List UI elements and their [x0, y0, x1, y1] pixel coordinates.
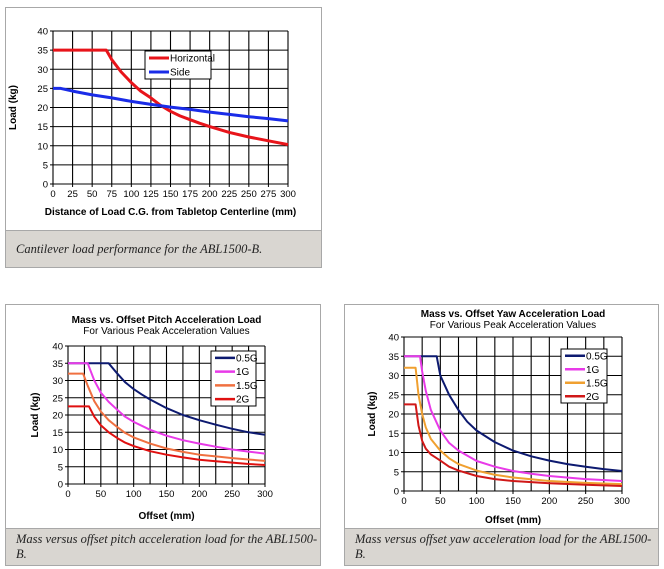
y-tick-label: 20	[52, 411, 63, 422]
x-tick-label: 100	[469, 496, 485, 507]
x-tick-label: 225	[221, 189, 237, 200]
x-tick-label: 0	[50, 189, 55, 200]
x-axis-label: Distance of Load C.G. from Tabletop Cent…	[45, 207, 297, 218]
y-tick-label: 10	[388, 448, 399, 459]
y-tick-label: 0	[58, 480, 63, 491]
chart-subtitle: For Various Peak Acceleration Values	[430, 320, 596, 331]
series-line-horizontal	[53, 48, 289, 147]
y-axis-label: Load (kg)	[367, 392, 378, 437]
y-tick-label: 30	[388, 371, 399, 382]
x-tick-label: 125	[143, 189, 159, 200]
y-tick-label: 5	[58, 462, 63, 473]
legend-label: Horizontal	[170, 54, 215, 65]
chart-title: Mass vs. Offset Yaw Acceleration Load	[421, 309, 606, 320]
y-axis-label: Load (kg)	[30, 393, 41, 438]
x-tick-label: 275	[260, 189, 276, 200]
y-tick-label: 0	[394, 487, 399, 498]
y-tick-label: 5	[43, 160, 48, 171]
legend-label: 1.5G	[236, 381, 258, 392]
x-tick-label: 0	[401, 496, 406, 507]
legend-box	[144, 50, 212, 80]
chart-title: Mass vs. Offset Pitch Acceleration Load	[72, 315, 262, 326]
y-tick-label: 10	[37, 141, 48, 152]
y-tick-label: 25	[52, 393, 63, 404]
series-line-1g	[68, 362, 266, 455]
x-tick-label: 150	[163, 189, 179, 200]
y-tick-label: 20	[388, 410, 399, 421]
legend-label: 2G	[236, 395, 250, 406]
x-tick-label: 300	[257, 489, 273, 500]
x-tick-label: 300	[280, 189, 296, 200]
pitch-chart: Mass vs. Offset Pitch Acceleration LoadF…	[30, 315, 273, 522]
x-tick-label: 200	[541, 496, 557, 507]
x-axis-label: Offset (mm)	[485, 515, 541, 526]
legend-label: 1G	[586, 365, 600, 376]
x-tick-label: 250	[578, 496, 594, 507]
x-tick-label: 150	[159, 489, 175, 500]
x-tick-label: 50	[96, 489, 107, 500]
x-tick-label: 250	[224, 489, 240, 500]
series-line-1g	[404, 355, 623, 482]
x-tick-label: 150	[505, 496, 521, 507]
x-axis-label: Offset (mm)	[138, 511, 194, 522]
cantilever-chart: 0 5 10 15 20 25 30 35 40 0 25 50 75 100 125 150 175 200 22…	[8, 27, 297, 219]
y-tick-label: 25	[388, 390, 399, 401]
series-line-2g	[404, 403, 623, 487]
series-line-1-5g	[404, 366, 623, 486]
y-tick-label: 40	[388, 333, 399, 344]
x-tick-label: 175	[182, 189, 198, 200]
series-line-side	[53, 86, 289, 123]
y-tick-label: 25	[37, 84, 48, 95]
y-tick-label: 35	[388, 352, 399, 363]
yaw-chart-caption: Mass versus offset yaw acceleration load…	[345, 528, 658, 565]
cantilever-chart-panel: 0 5 10 15 20 25 30 35 40 0 25 50 75 100 125 150 175 200 22…	[5, 7, 322, 268]
x-tick-label: 200	[191, 489, 207, 500]
x-tick-label: 250	[241, 189, 257, 200]
y-tick-label: 40	[37, 27, 48, 38]
cantilever-chart-caption: Cantilever load performance for the ABL1…	[6, 230, 321, 267]
legend-box	[210, 350, 257, 407]
y-tick-label: 35	[37, 46, 48, 57]
y-tick-label: 20	[37, 103, 48, 114]
y-tick-label: 15	[37, 122, 48, 133]
y-tick-label: 30	[52, 376, 63, 387]
y-tick-label: 15	[52, 428, 63, 439]
chart-subtitle: For Various Peak Acceleration Values	[83, 326, 249, 337]
legend-label: Side	[170, 68, 190, 79]
y-tick-label: 30	[37, 65, 48, 76]
y-axis-label: Load (kg)	[8, 85, 19, 130]
legend-label: 1.5G	[586, 378, 608, 389]
pitch-chart-panel: Mass vs. Offset Pitch Acceleration Load F…	[5, 304, 321, 566]
x-tick-label: 25	[67, 189, 78, 200]
x-tick-label: 200	[202, 189, 218, 200]
x-tick-label: 100	[123, 189, 139, 200]
pitch-chart-caption: Mass versus offset pitch acceleration lo…	[6, 528, 320, 565]
yaw-chart: Mass vs. Offset Yaw Acceleration LoadFor…	[367, 309, 630, 526]
series-line-2g	[68, 405, 266, 466]
legend-label: 0.5G	[236, 353, 258, 364]
legend-label: 2G	[586, 392, 600, 403]
legend-label: 0.5G	[586, 351, 608, 362]
legend-box	[560, 348, 608, 404]
x-tick-label: 50	[87, 189, 98, 200]
x-tick-label: 100	[126, 489, 142, 500]
x-tick-label: 300	[614, 496, 630, 507]
series-line-1-5g	[68, 372, 266, 462]
y-tick-label: 5	[394, 467, 399, 478]
y-tick-label: 40	[52, 342, 63, 353]
y-tick-label: 15	[388, 429, 399, 440]
yaw-chart-panel: Mass vs. Offset Yaw Acceleration Load For…	[344, 304, 659, 566]
y-tick-label: 0	[43, 180, 48, 191]
x-tick-label: 0	[65, 489, 70, 500]
legend-label: 1G	[236, 367, 250, 378]
y-tick-label: 35	[52, 359, 63, 370]
x-tick-label: 50	[435, 496, 446, 507]
series-line-0-5g	[68, 362, 266, 436]
x-tick-label: 75	[106, 189, 117, 200]
series-line-0-5g	[404, 355, 623, 472]
y-tick-label: 10	[52, 445, 63, 456]
